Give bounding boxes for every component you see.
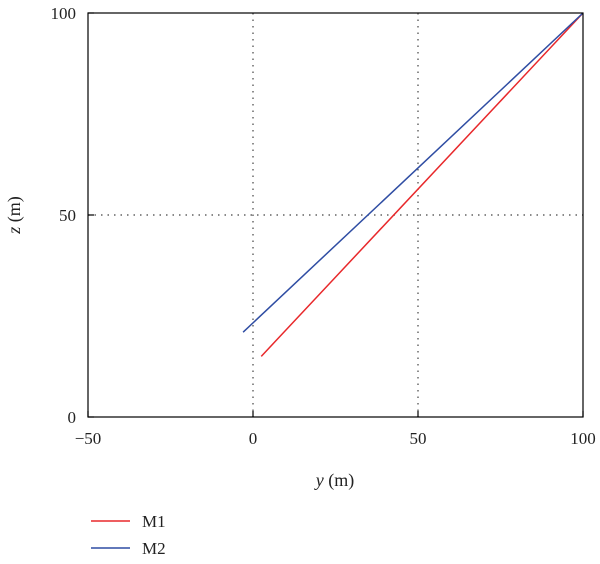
- series-line-m2: [242, 12, 584, 333]
- y-tick-label: 50: [59, 206, 76, 225]
- series-line-m1: [260, 12, 584, 357]
- legend-label-m2: M2: [142, 539, 166, 558]
- x-tick-label: 50: [410, 429, 427, 448]
- legend-label-m1: M1: [142, 512, 166, 531]
- series-lines: [242, 12, 584, 357]
- y-axis: 0 50 100: [51, 4, 94, 427]
- x-tick-label: 0: [249, 429, 258, 448]
- grid-lines: [88, 13, 583, 417]
- y-axis-label: z (m): [4, 196, 25, 235]
- x-axis: −50 0 50 100: [75, 411, 596, 448]
- x-tick-label: 100: [570, 429, 596, 448]
- y-tick-label: 0: [68, 408, 77, 427]
- y-tick-label: 100: [51, 4, 77, 23]
- x-axis-label: y (m): [314, 470, 355, 491]
- x-tick-label: −50: [75, 429, 102, 448]
